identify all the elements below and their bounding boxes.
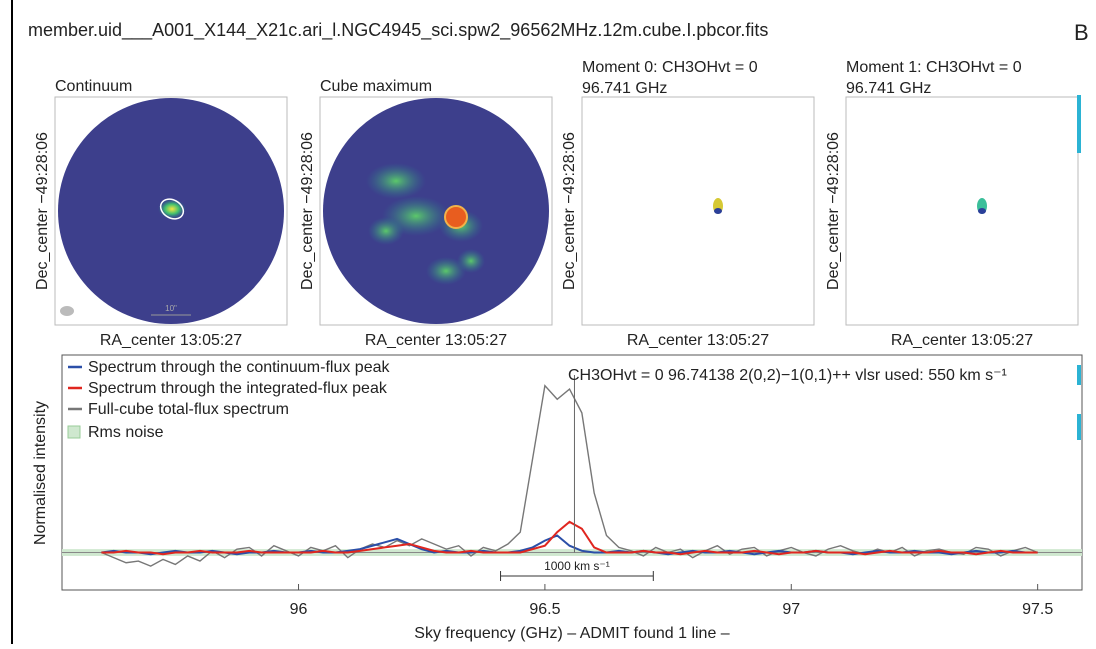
side-mark [1077,95,1081,153]
panel-title: Cube maximum [320,78,432,95]
beam [60,306,74,316]
x-label: RA_center 13:05:27 [100,332,242,349]
panel-subtitle: 96.741 GHz [582,80,667,97]
x-tick-label: 97.5 [1022,601,1053,618]
x-tick-label: 97 [782,601,800,618]
x-label: RA_center 13:05:27 [891,332,1033,349]
y-label: Dec_center −49:28:06 [34,132,51,290]
spectrum-chart: 96 96.5 97 97.5 Sky frequency (GHz) – ADMIT … [32,354,1083,642]
legend-label: Full-cube total-flux spectrum [88,401,289,418]
y-label: Dec_center −49:28:06 [299,132,316,290]
x-label: RA_center 13:05:27 [627,332,769,349]
peak [444,205,468,229]
x-axis-label: Sky frequency (GHz) – ADMIT found 1 line… [414,625,730,642]
emission [366,163,426,199]
x-label: RA_center 13:05:27 [365,332,507,349]
panel-letter: B [1074,20,1089,45]
image-panels: 10" Continuum RA_center 13:05:27 Dec_center… [34,59,1079,349]
source [158,199,186,219]
legend-label: Rms noise [88,424,164,441]
source-contour [159,198,185,220]
side-mark [1077,365,1081,385]
panel-title: Continuum [55,78,132,95]
x-tick-label: 96 [290,601,308,618]
y-axis-label: Normalised intensity [32,401,49,545]
line-annotation: CH3OHvt = 0 96.74138 2(0,2)−1(0,1)++ vls… [568,367,1007,384]
panel-title: Moment 1: CH3OHvt = 0 [846,59,1022,76]
legend-swatch [67,425,81,439]
panel-title: Moment 0: CH3OHvt = 0 [582,59,758,76]
panel-frame [581,96,815,326]
source-core [714,208,722,214]
side-mark [1077,414,1081,440]
emission [426,257,466,285]
y-label: Dec_center −49:28:06 [561,132,578,290]
legend-label: Spectrum through the integrated-flux pea… [88,380,388,397]
emission [457,249,485,273]
scale-bar-label: 10" [165,304,177,313]
emission [368,217,404,245]
plot-frame [61,354,1083,591]
spectrum-line [101,520,1038,556]
x-tick-label: 96.5 [529,601,560,618]
source-core [978,208,986,214]
panel-frame [845,96,1079,326]
legend-label: Spectrum through the continuum-flux peak [88,359,391,376]
panel-subtitle: 96.741 GHz [846,80,931,97]
file-title: member.uid___A001_X144_X21c.ari_l.NGC494… [28,20,768,41]
velocity-bar-label: 1000 km s⁻¹ [544,559,610,573]
y-label: Dec_center −49:28:06 [825,132,842,290]
